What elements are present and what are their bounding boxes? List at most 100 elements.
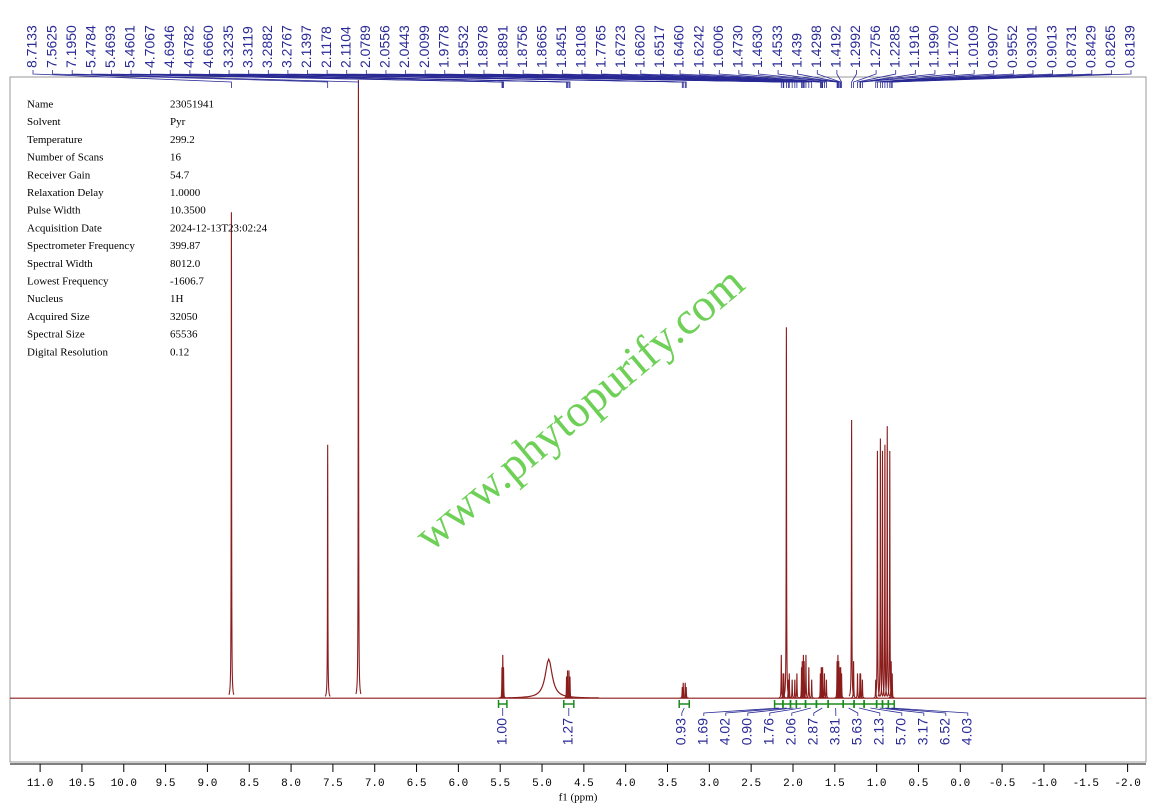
- peak-label: 1.8891: [494, 25, 510, 68]
- peak-label: 4.6946: [161, 25, 177, 68]
- param-name: Number of Scans: [27, 152, 103, 164]
- peak-connector: [879, 70, 1014, 88]
- peak-label: 5.4601: [122, 25, 138, 68]
- peak-label: 1.439: [788, 33, 804, 68]
- x-tick-label: 6.0: [448, 778, 468, 790]
- peak-connector: [738, 70, 838, 88]
- peak-label: 8.7133: [24, 25, 40, 68]
- peak-label: 1.6006: [710, 25, 726, 68]
- peak-connector: [777, 70, 840, 88]
- peak: [888, 661, 894, 699]
- x-tick-label: 11.0: [27, 778, 53, 790]
- param-value: Pyr: [170, 116, 186, 128]
- peak-connector: [875, 70, 975, 88]
- x-tick-label: 8.5: [239, 778, 259, 790]
- peak-label: 1.8665: [533, 25, 549, 68]
- integral-connector: [885, 707, 947, 716]
- peak-label: 0.9013: [1043, 25, 1059, 68]
- integral-label: 3.17: [915, 718, 931, 745]
- x-tick-label: 3.0: [699, 778, 719, 790]
- peak-connector: [287, 70, 687, 88]
- peak-label: 1.6723: [612, 25, 628, 68]
- peak-label: 5.4693: [102, 25, 118, 68]
- peak-label: 1.8756: [514, 25, 530, 68]
- param-value: 1.0000: [170, 187, 201, 199]
- param-value: 54.7: [170, 169, 190, 181]
- peak: [794, 673, 800, 699]
- param-name: Lowest Frequency: [27, 276, 109, 288]
- peak-connector: [679, 70, 823, 88]
- peak-label: 1.6242: [690, 25, 706, 68]
- peak-label: 3.3235: [220, 25, 236, 68]
- integral-label: 4.02: [717, 718, 733, 745]
- x-tick-label: 1.5: [825, 778, 845, 790]
- integral-label: 1.00: [493, 718, 509, 745]
- integral-connector: [769, 707, 801, 716]
- peak: [801, 661, 807, 699]
- peak: [848, 419, 855, 697]
- x-tick-label: 1.0: [867, 778, 887, 790]
- integral-label: 2.06: [783, 718, 799, 745]
- peak: [884, 426, 891, 697]
- peak-label: 0.8429: [1082, 25, 1098, 68]
- peak-label: 2.0099: [416, 25, 432, 68]
- x-tick-label: 3.5: [658, 778, 678, 790]
- param-name: Digital Resolution: [27, 346, 108, 358]
- peak-connector: [851, 70, 857, 88]
- param-name: Spectral Width: [27, 258, 93, 270]
- peak-connector: [816, 70, 842, 88]
- peak-label: 2.0556: [377, 25, 393, 68]
- param-name: Solvent: [27, 116, 61, 128]
- x-tick-label: 7.0: [365, 778, 385, 790]
- param-value: 16: [170, 152, 182, 164]
- peak: [809, 679, 815, 699]
- x-tick-label: 4.5: [574, 778, 594, 790]
- peak-label: 7.1950: [63, 25, 79, 68]
- param-value: 299.2: [170, 134, 195, 146]
- integral-connector: [725, 707, 787, 716]
- integral-label: 1.76: [761, 718, 777, 745]
- peak: [881, 444, 888, 697]
- peak-label: 0.8139: [1122, 25, 1138, 68]
- peak-label: 1.9778: [435, 25, 451, 68]
- peak: [781, 673, 787, 699]
- peak-label: 1.8451: [553, 25, 569, 68]
- param-value: 399.87: [170, 240, 201, 252]
- param-name: Relaxation Delay: [27, 187, 104, 199]
- peak-connector: [130, 70, 504, 88]
- x-tick-label: -1.5: [1073, 778, 1099, 790]
- peak-label: 1.4730: [730, 25, 746, 68]
- peak-label: 0.9552: [1004, 25, 1020, 68]
- peak-label: 4.6660: [200, 25, 216, 68]
- peak-connector: [877, 70, 995, 88]
- x-tick-label: -1.0: [1031, 778, 1057, 790]
- peak-label: 1.2756: [867, 25, 883, 68]
- x-tick-label: 10.0: [111, 778, 137, 790]
- peak: [823, 679, 829, 699]
- watermark: www.phytopurify.com: [404, 256, 753, 561]
- integral-label: 1.69: [695, 718, 711, 745]
- peak-connector: [209, 70, 571, 88]
- peak-connector: [860, 70, 916, 88]
- peak-label: 4.7067: [141, 25, 157, 68]
- peak-label: 1.8108: [573, 25, 589, 68]
- x-tick-label: 2.0: [783, 778, 803, 790]
- integral-connector: [813, 707, 823, 716]
- peak-connector: [857, 70, 897, 88]
- integral-label: 0.90: [739, 718, 755, 745]
- peak-label: 2.1397: [298, 25, 314, 68]
- peak-label: 1.4533: [769, 25, 785, 68]
- param-name: Acquisition Date: [27, 222, 102, 234]
- x-tick-label: 6.5: [407, 778, 427, 790]
- integral-connector: [879, 707, 925, 716]
- peak-connector: [884, 70, 1053, 88]
- peak-connector: [882, 70, 1034, 88]
- param-name: Pulse Width: [27, 205, 81, 217]
- peak-label: 1.6460: [671, 25, 687, 68]
- peak-label: 0.8265: [1102, 25, 1118, 68]
- peak: [567, 676, 573, 699]
- integral-label: 4.03: [959, 718, 975, 745]
- integral-label: 3.81: [827, 718, 843, 745]
- param-name: Spectrometer Frequency: [27, 240, 135, 252]
- peak: [859, 679, 865, 699]
